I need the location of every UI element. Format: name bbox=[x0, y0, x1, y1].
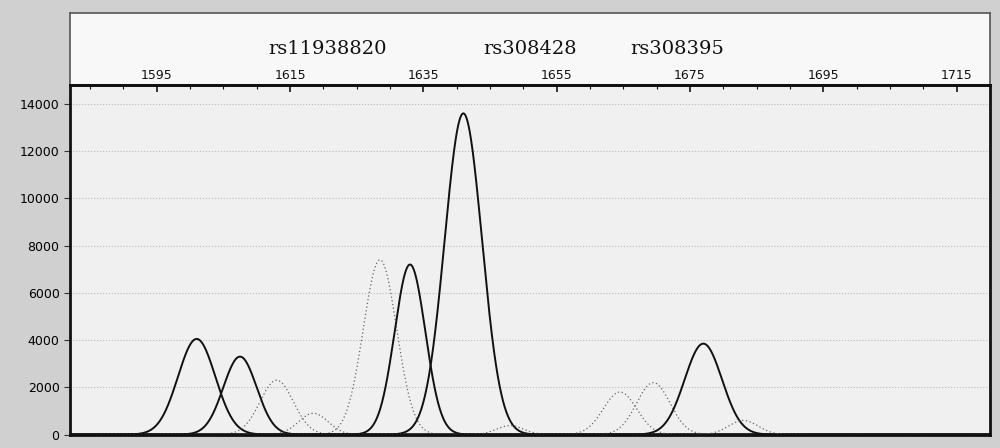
Text: rs308428: rs308428 bbox=[483, 40, 577, 58]
Text: rs308395: rs308395 bbox=[630, 40, 724, 58]
Text: rs11938820: rs11938820 bbox=[268, 40, 387, 58]
